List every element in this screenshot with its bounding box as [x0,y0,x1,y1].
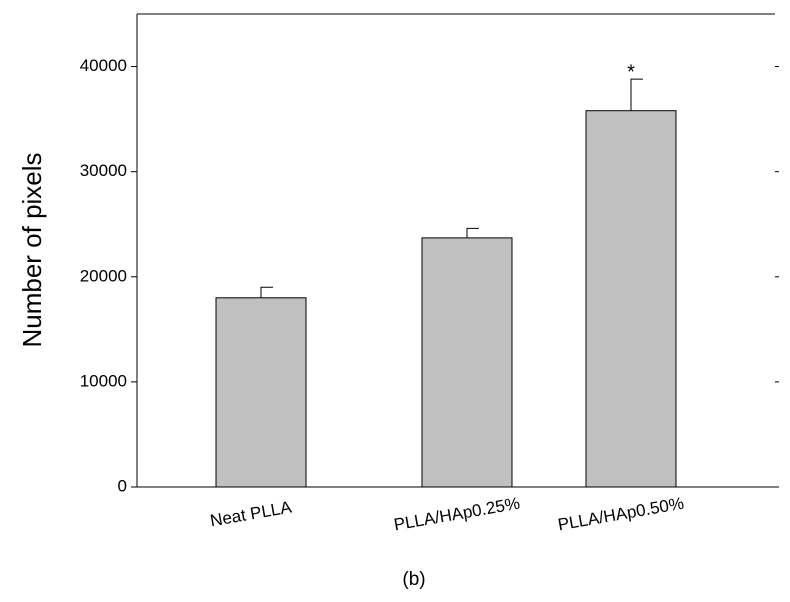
x-tick-label: Neat PLLA [209,497,294,530]
annotation: * [627,61,635,83]
x-tick-label: PLLA/HAp0.50% [556,494,685,535]
y-tick-label: 10000 [80,371,127,390]
error-bar [261,287,273,298]
bar [422,238,512,487]
y-tick-label: 20000 [80,266,127,285]
y-tick-label: 40000 [80,56,127,75]
caption: (b) [402,569,425,590]
y-axis-label: Number of pixels [17,152,47,347]
bar [216,298,306,487]
chart: Number of pixels (b) 0 10000 20000 30000 400… [0,0,790,597]
x-tick-label: PLLA/HAp0.25% [392,494,521,535]
bar [586,111,676,487]
y-tick-label: 30000 [80,161,127,180]
error-bar [467,228,479,237]
y-tick-label: 0 [118,476,127,495]
error-bar [631,79,643,111]
